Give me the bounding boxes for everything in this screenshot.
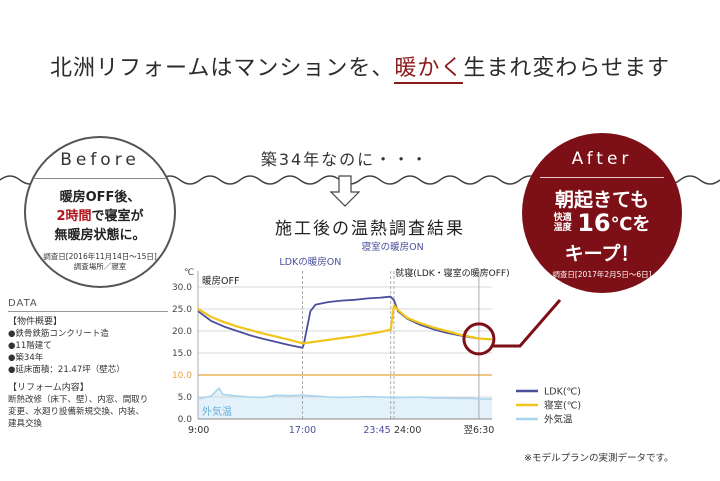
- before-note: 調査日[2016年11月14日〜15日] 調査場所／寝室: [26, 252, 174, 272]
- after-unit: ℃を: [610, 214, 651, 235]
- before-note-date: 調査日[2016年11月14日〜15日]: [43, 252, 157, 261]
- legend-label: 寝室(℃): [544, 400, 581, 412]
- y-tick-label: 5.0: [178, 393, 193, 403]
- y-tick-label: 20.0: [172, 327, 192, 337]
- y-tick-label: 0.0: [178, 415, 193, 425]
- data-item: 変更、水廻り設備新規交換、内装、: [8, 407, 145, 417]
- y-tick-label: 15.0: [172, 349, 192, 359]
- after-line-1: 朝起きても: [554, 189, 650, 211]
- annotation-outdoor: 外気温: [202, 405, 232, 418]
- x-tick-label: 24:00: [394, 425, 421, 436]
- data-head-reform: 【リフォーム内容】: [8, 383, 89, 393]
- after-line-3: キープ！: [564, 243, 640, 265]
- before-line-2-rest: で寝室が: [91, 209, 144, 224]
- after-small-label: 快適 温度: [554, 213, 572, 233]
- annotation-heating-off: 暖房OFF: [202, 275, 239, 287]
- before-line-1: 暖房OFF後、: [59, 190, 141, 205]
- data-item: ●11階建て: [8, 341, 52, 351]
- before-label: Before: [60, 150, 140, 170]
- headline: 北洲リフォームはマンションを、暖かく生まれ変わらせます: [0, 50, 720, 84]
- after-divider: [540, 177, 664, 178]
- series-line-2: [197, 304, 493, 345]
- data-head-property: 【物件概要】: [8, 317, 63, 327]
- before-divider: [34, 178, 166, 179]
- after-small-1: 快適: [553, 213, 572, 223]
- after-badge: After 朝起きても 快適 温度 16℃を キープ！ 調査日[2017年2月5日…: [522, 133, 682, 293]
- outdoor-area: [198, 388, 492, 419]
- legend-label: 外気温: [544, 414, 573, 426]
- series-line-1: [197, 295, 493, 349]
- after-highlight-circle: [462, 322, 496, 356]
- after-line-2: 快適 温度 16℃を: [522, 209, 682, 237]
- annotation-sleep: 就寝(LDK・寝室の暖房OFF): [395, 267, 509, 279]
- footnote: ※モデルプランの実測データです。: [524, 453, 674, 464]
- data-item: ●延床面積：21.47坪（壁芯）: [8, 365, 125, 375]
- headline-part-2: 生まれ変わらせます: [463, 56, 670, 81]
- after-label: After: [571, 149, 633, 169]
- headline-part-1: 北洲リフォームはマンションを、: [50, 56, 395, 81]
- annotation-bedroom-on: 寝室の暖房ON: [362, 241, 424, 253]
- y-tick-label: 10.0: [172, 371, 192, 381]
- data-item: ●築34年: [8, 353, 44, 363]
- after-connector: [493, 299, 562, 348]
- series-line-3: [197, 387, 493, 400]
- subtitle: 築34年なのに・・・: [260, 150, 430, 169]
- data-item: 断熱改修（床下、壁）、内窓、間取り: [8, 395, 149, 405]
- x-tick-label: 翌6:30: [464, 425, 495, 436]
- after-note: 調査日[2017年2月5日〜6日]: [552, 270, 652, 279]
- y-axis-unit: ℃: [184, 268, 194, 278]
- legend-label: LDK(℃): [544, 387, 581, 398]
- x-tick-label: 23:45: [363, 425, 390, 436]
- data-item: ●鉄骨鉄筋コンクリート造: [8, 329, 109, 339]
- before-note-place: 調査場所／寝室: [73, 262, 127, 271]
- before-line-2-highlight: 2時間: [56, 209, 92, 224]
- after-small-2: 温度: [553, 223, 572, 233]
- data-panel: DATA 【物件概要】 ●鉄骨鉄筋コンクリート造 ●11階建て ●築34年 ●延…: [8, 298, 168, 430]
- headline-accent: 暖かく: [394, 56, 464, 84]
- chart-title: 施工後の温熱調査結果: [275, 219, 465, 239]
- before-badge: Before 暖房OFF後、 2時間で寝室が 無暖房状態に。 調査日[2016年…: [24, 136, 176, 288]
- down-arrow-icon: [329, 175, 361, 207]
- data-item: 建具交換: [8, 419, 43, 429]
- before-line-2: 2時間で寝室が: [26, 207, 174, 226]
- after-big-value: 16: [577, 209, 611, 237]
- data-title: DATA: [8, 298, 168, 312]
- annotation-ldk-on: LDKの暖房ON: [279, 256, 341, 268]
- y-tick-label: 30.0: [172, 283, 192, 293]
- y-tick-label: 25.0: [172, 305, 192, 315]
- before-line-3: 無暖房状態に。: [54, 228, 146, 243]
- x-tick-label: 17:00: [289, 425, 316, 436]
- x-tick-label: 9:00: [188, 425, 209, 436]
- before-message: 暖房OFF後、 2時間で寝室が 無暖房状態に。: [26, 188, 174, 245]
